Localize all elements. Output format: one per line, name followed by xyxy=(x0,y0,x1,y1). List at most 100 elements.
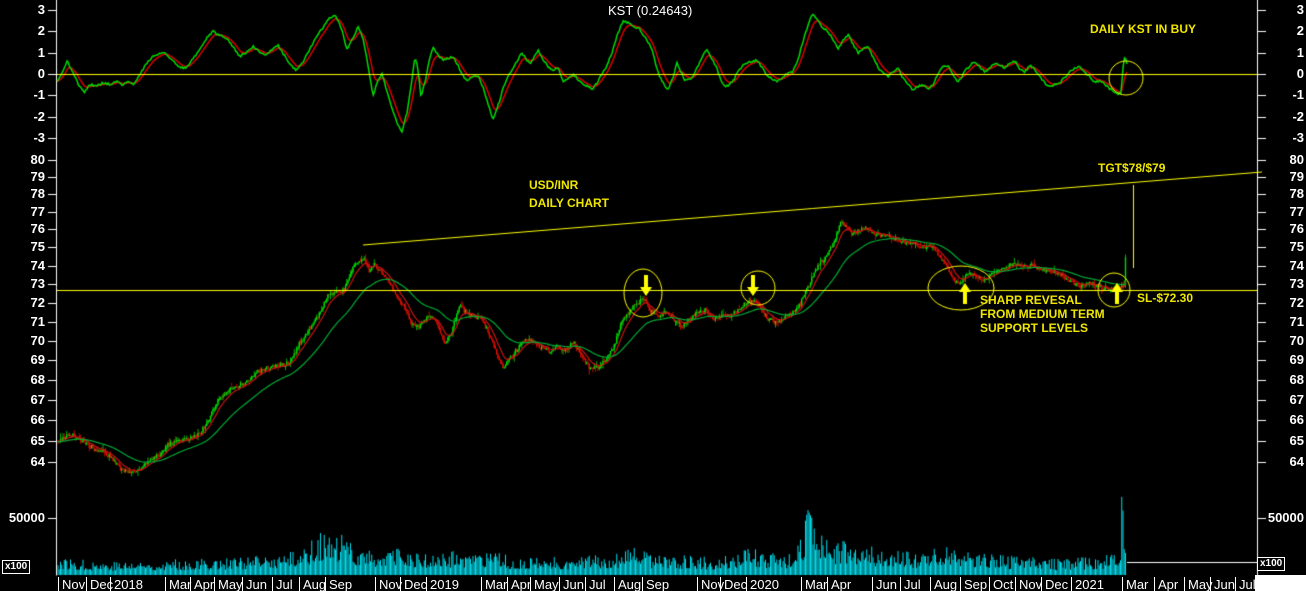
y-axis-label-right: 64 xyxy=(1289,454,1304,470)
support-note-line-2: FROM MEDIUM TERM xyxy=(980,307,1105,321)
y-axis-label-right: 79 xyxy=(1289,169,1304,185)
y-axis-label-left: 79 xyxy=(30,169,45,185)
y-axis-label-right: 69 xyxy=(1289,352,1304,368)
y-axis-label-left: 65 xyxy=(30,433,45,449)
y-axis-label-right: 67 xyxy=(1289,392,1304,408)
y-axis-label-left: 3 xyxy=(37,2,45,18)
target-annotation: TGT$78/$79 xyxy=(1098,161,1166,175)
y-axis-label-left: 80 xyxy=(30,152,45,167)
support-note: SHARP REVESAL FROM MEDIUM TERM SUPPORT L… xyxy=(980,293,1105,335)
y-axis-label-right: -1 xyxy=(1292,87,1304,103)
x-axis-month-label: Dec xyxy=(86,577,113,591)
y-axis-label-left: 74 xyxy=(30,257,45,273)
axis-corner xyxy=(1255,575,1306,591)
y-axis-label-right: 68 xyxy=(1289,371,1304,387)
y-axis-label-left: -3 xyxy=(33,129,45,145)
support-note-line-3: SUPPORT LEVELS xyxy=(980,321,1089,335)
y-axis-label-left: 68 xyxy=(30,371,45,387)
y-axis-label-right: 75 xyxy=(1289,239,1304,255)
x-axis-month-label: Dec xyxy=(1041,577,1068,591)
y-axis-label-left: 69 xyxy=(30,352,45,368)
y-axis-label-right: 74 xyxy=(1289,257,1304,273)
x-axis-month-label: 2019 xyxy=(426,577,459,591)
y-axis-label-right: 0 xyxy=(1296,66,1304,81)
x-axis-month-label: Jun xyxy=(1210,577,1235,591)
stoploss-annotation: SL-$72.30 xyxy=(1137,291,1194,305)
y-axis-label-left: -2 xyxy=(33,108,45,124)
y-axis-label-left: 72 xyxy=(30,294,45,310)
x-axis-month-label: Sep xyxy=(960,577,987,591)
volume-scale-box-right: x100 xyxy=(1257,557,1286,571)
x-axis-month-label: Jun xyxy=(242,577,267,591)
y-axis-label-right: 65 xyxy=(1289,433,1304,449)
y-axis-label-right: 71 xyxy=(1289,313,1304,329)
x-axis-month-label: May xyxy=(1184,577,1213,591)
x-axis-month-label: Jun xyxy=(872,577,897,591)
x-axis-month-label: Sep xyxy=(642,577,669,591)
support-note-line-1: SHARP REVESAL xyxy=(980,293,1082,307)
x-axis-month-label: Nov xyxy=(58,577,85,591)
symbol-timeframe: DAILY CHART xyxy=(529,196,610,210)
y-axis-label-left: 77 xyxy=(30,203,45,219)
x-axis-month-label: Mar xyxy=(165,577,191,591)
x-axis-month-label: Jul xyxy=(272,577,293,591)
x-axis-month-label: 2021 xyxy=(1071,577,1104,591)
x-axis-month-label: Oct xyxy=(989,577,1013,591)
x-axis-month-label: Mar xyxy=(801,577,827,591)
x-axis-month-label: Aug xyxy=(299,577,326,591)
x-axis-month-label: Apr xyxy=(827,577,851,591)
x-axis-month-label: Nov xyxy=(375,577,402,591)
x-axis-month-label: Jun xyxy=(559,577,584,591)
y-axis-label-right: -2 xyxy=(1292,108,1304,124)
y-axis-label-right: 73 xyxy=(1289,275,1304,291)
x-axis-month-label: Mar xyxy=(481,577,507,591)
y-axis-label-right: 77 xyxy=(1289,203,1304,219)
x-axis-month-label: May xyxy=(530,577,559,591)
y-axis-label-left: 71 xyxy=(30,313,45,329)
symbol-name: USD/INR xyxy=(529,178,579,192)
x-axis-month-label: Apr xyxy=(1154,577,1178,591)
x-axis-month-label: Dec xyxy=(720,577,747,591)
x-axis-month-label: Aug xyxy=(930,577,957,591)
y-axis-label-right: 80 xyxy=(1289,152,1304,167)
y-axis-label-right: 66 xyxy=(1289,412,1304,428)
kst-buy-annotation: DAILY KST IN BUY xyxy=(1090,22,1197,36)
y-axis-label-right: 3 xyxy=(1296,2,1304,18)
symbol-label: USD/INR DAILY CHART xyxy=(529,176,609,212)
x-axis-month-label: 2020 xyxy=(746,577,779,591)
y-axis-label-right: 2 xyxy=(1296,23,1304,39)
x-axis-month-label: Apr xyxy=(190,577,214,591)
y-axis-label-left: 67 xyxy=(30,392,45,408)
x-axis-month-label: Jul xyxy=(1235,577,1256,591)
y-axis-label-left: 64 xyxy=(30,454,45,470)
y-axis-label-left: 2 xyxy=(37,23,45,39)
x-axis-month-label: Nov xyxy=(1015,577,1042,591)
y-axis-label-left: 50000 xyxy=(8,510,45,525)
y-axis-label-right: 1 xyxy=(1296,44,1304,60)
x-axis-month-label: Nov xyxy=(697,577,724,591)
x-axis-month-label: Sep xyxy=(325,577,352,591)
x-axis-month-label: 2018 xyxy=(110,577,143,591)
y-axis-label-right: 50000 xyxy=(1267,510,1304,525)
y-axis-label-right: 72 xyxy=(1289,294,1304,310)
y-axis-label-left: -1 xyxy=(33,87,45,103)
volume-scale-box-left: x100 xyxy=(2,560,31,574)
y-axis-label-left: 75 xyxy=(30,239,45,255)
x-axis-month-label: Jul xyxy=(585,577,606,591)
y-axis-label-left: 1 xyxy=(37,44,45,60)
y-axis-label-left: 0 xyxy=(37,66,45,81)
indicator-title: KST (0.24643) xyxy=(608,3,693,18)
y-axis-label-right: 70 xyxy=(1289,332,1304,348)
y-axis-label-right: 78 xyxy=(1289,186,1304,202)
x-axis-month-label: Apr xyxy=(507,577,531,591)
x-axis-month-label: Aug xyxy=(614,577,641,591)
y-axis-label-left: 70 xyxy=(30,332,45,348)
x-axis-month-label: Mar xyxy=(1122,577,1148,591)
y-axis-label-left: 78 xyxy=(30,186,45,202)
x-axis-month-label: Jul xyxy=(900,577,921,591)
y-axis-label-left: 76 xyxy=(30,221,45,237)
y-axis-label-left: 66 xyxy=(30,412,45,428)
y-axis-label-left: 73 xyxy=(30,275,45,291)
